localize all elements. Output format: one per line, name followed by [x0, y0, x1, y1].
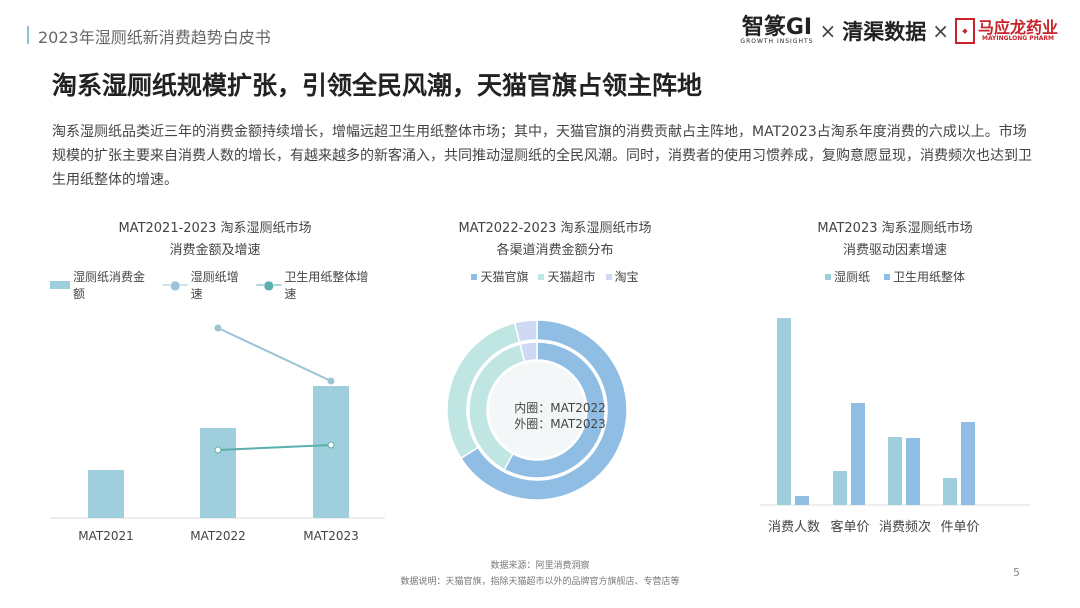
x-tick-label: 消费人数 — [768, 520, 820, 535]
donut-slice — [519, 341, 538, 363]
bar — [943, 478, 957, 505]
report-title: 2023年湿厕纸新消费趋势白皮书 — [38, 28, 271, 47]
line-point — [214, 324, 222, 332]
legend-item: 湿厕纸 — [824, 268, 870, 285]
bar — [961, 422, 975, 505]
x-tick-label: 件单价 — [940, 520, 979, 535]
data-source: 数据来源：阿里消费洞察 — [490, 561, 590, 571]
donut-slice — [503, 341, 606, 479]
bar — [200, 428, 236, 518]
bar — [906, 438, 920, 505]
qingqu-logo: 清渠数据 — [842, 20, 927, 44]
chart2-donut — [447, 319, 627, 501]
series-line — [217, 327, 332, 382]
separator: × — [932, 19, 949, 43]
page-number: 5 — [1013, 566, 1020, 579]
separator: × — [819, 19, 837, 43]
ring-legend: 内圈：MAT2022 外圈：MAT2023 — [500, 400, 620, 432]
chart-subtitle: 消费驱动因素增速 — [842, 243, 947, 258]
chart3-plot: 消费人数 客单价 消费频次 件单价 — [760, 318, 1030, 535]
legend-item: ─●─ 湿厕纸增速 — [162, 270, 239, 301]
chart-title: MAT2023 淘系湿厕纸市场 — [817, 221, 973, 236]
outer-ring-label: 外圈：MAT2023 — [514, 417, 606, 431]
chart-subtitle: 各渠道消费金额分布 — [496, 243, 614, 258]
x-tick-label: 消费频次 — [879, 519, 931, 535]
legend-item: 天猫官旗 — [471, 268, 528, 285]
mayinglong-logo: ◆ 马应龙药业 MAYINGLONG PHARM — [954, 18, 1058, 44]
x-tick-label: MAT2022 — [190, 529, 246, 543]
bar — [888, 437, 902, 505]
donut-center-image — [489, 362, 585, 458]
bar — [795, 496, 809, 505]
donut-slice — [459, 319, 627, 501]
body-paragraph: 淘系湿厕纸品类近三年的消费金额持续增长，增幅远超卫生用纸整体市场；其中，天猫官旗… — [52, 124, 1032, 188]
line-point — [214, 446, 222, 454]
x-tick-label: 客单价 — [830, 519, 869, 535]
legend-item: ─●─ 卫生用纸整体增速 — [256, 270, 369, 301]
chart-amount-growth: MAT2021-2023 淘系湿厕纸市场 消费金额及增速 湿厕纸消费金额 ─●─… — [50, 218, 380, 302]
series-line — [217, 444, 332, 451]
legend-item: 卫生用纸整体 — [884, 268, 965, 285]
bar — [313, 386, 349, 518]
chart-channel-distribution: MAT2022-2023 淘系湿厕纸市场 各渠道消费金额分布 天猫官旗 天猫超市… — [420, 218, 690, 285]
chart-title: MAT2022-2023 淘系湿厕纸市场 — [458, 221, 652, 236]
x-tick-label: MAT2021 — [78, 529, 134, 543]
chart-driver-growth: MAT2023 淘系湿厕纸市场 消费驱动因素增速 湿厕纸 卫生用纸整体 — [760, 218, 1030, 285]
seal-icon: ◆ — [954, 18, 975, 44]
chart-subtitle: 消费金额及增速 — [169, 243, 261, 258]
header-accent-bar — [27, 26, 29, 44]
x-tick-label: MAT2023 — [303, 529, 359, 543]
chart1-plot: MAT2021 MAT2022 MAT2023 — [50, 324, 385, 543]
bar — [88, 470, 124, 518]
headline: 淘系湿厕纸规模扩张，引领全民风潮，天猫官旗占领主阵地 — [52, 71, 703, 100]
bar — [833, 471, 847, 505]
legend-item: 淘宝 — [605, 268, 639, 285]
bar — [851, 403, 865, 505]
footer: 数据来源：阿里消费洞察 数据说明：天猫官旗，指除天猫超市以外的品牌官方旗舰店、专… — [0, 558, 1080, 590]
legend-item: 湿厕纸消费金额 — [50, 268, 157, 302]
line-point — [327, 441, 335, 449]
line-point — [327, 377, 335, 385]
data-note: 数据说明：天猫官旗，指除天猫超市以外的品牌官方旗舰店、专营店等 — [400, 577, 680, 587]
partner-logos: 智篆GI GROWTH INSIGHTS × 清渠数据 × ◆ 马应龙药业 MAYIN… — [740, 16, 1058, 46]
inner-ring-label: 内圈：MAT2022 — [514, 401, 606, 415]
chart-title: MAT2021-2023 淘系湿厕纸市场 — [118, 221, 312, 236]
legend-item: 天猫超市 — [538, 268, 596, 285]
bar — [777, 318, 791, 505]
donut-slice — [513, 319, 538, 344]
zhizhuan-logo: 智篆GI GROWTH INSIGHTS — [740, 15, 814, 45]
